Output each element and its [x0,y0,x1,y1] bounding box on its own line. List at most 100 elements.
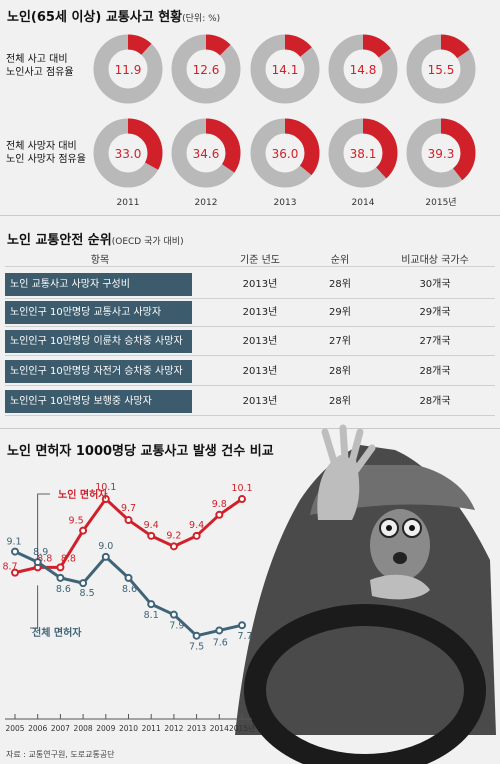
elderly-driver-photo [235,424,496,764]
table-cell-year: 2013년 [242,396,278,407]
table-cell-countries: 30개국 [419,279,451,290]
table-cell-countries: 29개국 [419,307,451,318]
table-row-rule [5,385,495,386]
donut-value-label: 15.5 [428,63,455,77]
donut-slice [328,34,398,104]
data-point [147,531,156,540]
table-row: 노인인구 10만명당 이륜차 승차중 사망자 2013년 27위 27개국 [5,330,495,353]
x-tick-label: 2013 [187,724,206,733]
data-point [11,568,19,577]
table-cell-year: 2013년 [242,336,278,347]
x-tick-label: 2009 [96,724,115,733]
donut-year-label: 2013 [274,198,297,208]
data-point [169,542,178,551]
data-point [101,552,110,561]
data-label: 7.7 [237,631,252,642]
table-cell-item: 노인인구 10만명당 교통사고 사망자 [5,301,192,324]
table-cell-rank: 28위 [329,279,351,290]
table-cell-item: 노인인구 10만명당 이륜차 승차중 사망자 [5,330,192,353]
data-label: 8.6 [122,584,137,595]
data-label: 7.6 [213,637,228,648]
data-label: 9.4 [144,520,159,531]
donut-value-label: 34.6 [193,147,220,161]
table-row: 노인인구 10만명당 보행중 사망자 2013년 28위 28개국 [5,390,495,413]
donut-year-label: 2011 [117,198,140,208]
data-label: 8.1 [144,610,159,621]
x-tick-label: 2008 [74,724,93,733]
data-point [56,573,65,582]
table-header-item: 항목 [90,255,110,266]
line-section-title: 노인 면허자 1000명당 교통사고 발생 건수 비교 [7,444,274,459]
table-row-rule [5,326,495,327]
table-cell-rank: 28위 [329,396,351,407]
ranking-section-title: 노인 교통안전 순위(OECD 국가 대비) [7,233,184,248]
data-point [215,626,224,635]
data-point [101,495,110,504]
section-divider [0,215,500,216]
donut-value-label: 33.0 [115,147,142,161]
donut-year-label: 2014 [352,198,375,208]
legend-total: 전체 면허자 [32,626,82,639]
table-row-rule [5,415,495,416]
donut-row1-label: 전체 사고 대비 노인사고 점유율 [6,54,74,78]
data-point [11,547,19,556]
table-cell-year: 2013년 [242,366,278,377]
donut-slice [250,34,320,104]
data-point [147,600,156,609]
donut-year-label: 2015년 [425,197,456,208]
data-label: 9.2 [166,530,181,541]
donut-slice [171,118,241,188]
donut-slice [328,118,398,188]
table-header-rule [5,266,495,267]
data-label: 8.9 [33,547,48,558]
donut-slice [171,34,241,104]
data-label: 8.6 [56,584,71,595]
data-label: 10.1 [231,483,252,494]
table-cell-countries: 27개국 [419,336,451,347]
table-header-countries: 비교대상 국가수 [401,255,469,266]
x-tick-label: 2006 [28,724,47,733]
table-cell-countries: 28개국 [419,396,451,407]
data-label: 9.7 [121,503,136,514]
data-label: 9.1 [6,537,21,548]
table-cell-item: 노인인구 10만명당 보행중 사망자 [5,390,192,413]
x-tick-label: 2005 [5,724,24,733]
donut-slice [250,118,320,188]
data-label: 8.8 [37,553,52,564]
donut-charts: 11.9 12.6 14.1 14.8 15.5 33.0 34.6 36.0 38.1 39.3… [93,34,476,208]
donut-slice [406,118,476,188]
table-cell-rank: 28위 [329,366,351,377]
donut-value-label: 14.8 [350,63,377,77]
data-label: 9.0 [98,541,113,552]
donut-value-label: 11.9 [115,63,142,77]
data-label: 9.8 [212,499,227,510]
data-point [124,516,133,525]
data-label: 8.8 [61,553,76,564]
donut-value-label: 14.1 [272,63,299,77]
data-point [56,563,65,572]
data-point [124,573,133,582]
data-point [238,621,246,630]
table-cell-item: 노인 교통사고 사망자 구성비 [5,273,192,296]
data-label: 9.5 [69,516,84,527]
table-row-rule [5,298,495,299]
table-header-rank: 순위 [330,255,350,266]
legend-elderly: 노인 면허자 [58,488,108,501]
donut-slice [406,34,476,104]
table-row: 노인 교통사고 사망자 구성비 2013년 28위 30개국 [5,273,495,296]
table-cell-rank: 29위 [329,307,351,318]
donut-value-label: 36.0 [272,147,299,161]
data-point [238,495,246,504]
table-row: 노인인구 10만명당 자전거 승차중 사망자 2013년 28위 28개국 [5,360,495,383]
data-label: 8.7 [2,562,17,573]
table-cell-year: 2013년 [242,307,278,318]
ranking-section-unit: (OECD 국가 대비) [111,237,184,247]
x-tick-label: 2014 [210,724,229,733]
donut-slice [93,118,163,188]
legend-leader [30,585,39,629]
data-point [192,531,201,540]
donut-year-label: 2012 [195,198,218,208]
data-label: 10.1 [95,482,116,493]
donut-value-label: 39.3 [428,147,455,161]
